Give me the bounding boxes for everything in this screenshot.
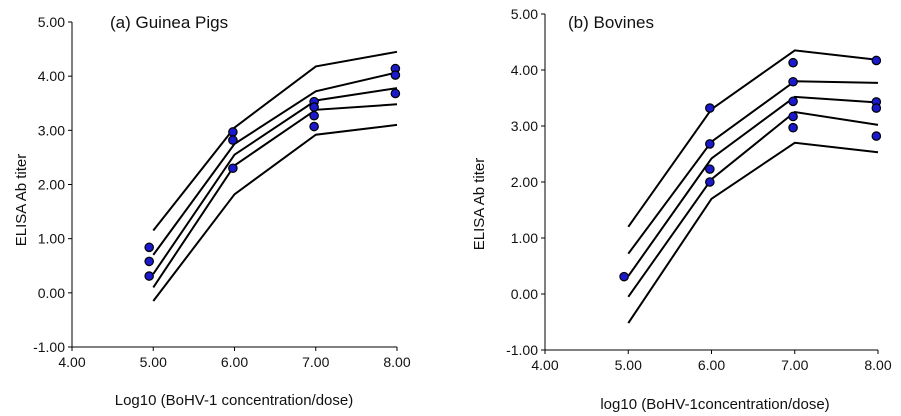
data-point	[871, 55, 882, 66]
y-axis-label: ELISA Ab titer	[13, 154, 30, 247]
x-tick-label: 4.00	[531, 357, 558, 373]
data-point	[705, 164, 715, 174]
data-point	[871, 131, 882, 141]
data-point	[788, 96, 798, 107]
x-tick-label: 4.00	[58, 354, 85, 370]
panel-bovines: (b) Bovines log10 (BoHV-1concentration/d…	[471, 6, 892, 413]
y-tick-label: 5.00	[38, 14, 65, 30]
y-axis-label: ELISA Ab titer	[471, 158, 488, 251]
data-point	[309, 110, 319, 121]
y-tick-label: 3.00	[38, 122, 65, 138]
data-point	[228, 163, 238, 174]
y-tick-label: -1.00	[33, 339, 65, 355]
y-tick-label: 2.00	[511, 174, 538, 190]
y-tick-label: -1.00	[506, 342, 538, 358]
series-line-2	[627, 80, 879, 255]
series-line-1	[627, 49, 879, 228]
panel-guinea-pigs: (a) Guinea Pigs Log10 (BoHV-1 concentrat…	[13, 13, 411, 409]
x-tick-label: 7.00	[781, 357, 808, 373]
x-axis-label: Log10 (BoHV-1 concentration/dose)	[115, 392, 353, 409]
data-point	[228, 127, 238, 137]
y-tick-label: 4.00	[38, 68, 65, 84]
data-point	[309, 102, 319, 112]
y-tick-label: 0.00	[511, 286, 538, 302]
series-line-5	[152, 123, 398, 302]
data-point	[871, 103, 882, 113]
x-axis-label: log10 (BoHV-1concentration/dose)	[600, 396, 829, 413]
x-tick-label: 6.00	[698, 357, 725, 373]
y-tick-label: 4.00	[511, 62, 538, 78]
data-point	[788, 122, 798, 133]
data-point	[144, 271, 154, 281]
data-point	[144, 256, 154, 267]
data-point	[788, 76, 798, 87]
x-tick-label: 7.00	[302, 354, 329, 370]
data-point	[705, 139, 715, 149]
y-tick-label: 5.00	[511, 6, 538, 22]
y-tick-label: 0.00	[38, 285, 65, 301]
series-line-3	[152, 87, 398, 275]
x-tick-label: 5.00	[615, 357, 642, 373]
x-tick-label: 8.00	[383, 354, 410, 370]
series-line-3	[627, 95, 879, 277]
data-point	[705, 103, 715, 113]
data-point	[788, 57, 798, 68]
y-tick-label: 1.00	[38, 231, 65, 247]
series-line-1	[152, 50, 398, 232]
series-line-4	[627, 110, 879, 298]
data-point	[788, 111, 798, 122]
series-line-2	[152, 71, 398, 256]
data-point	[390, 70, 401, 80]
y-tick-label: 2.00	[38, 177, 65, 193]
data-point	[144, 242, 154, 253]
data-point	[390, 88, 401, 99]
series-line-4	[152, 103, 398, 288]
x-tick-label: 6.00	[221, 354, 248, 370]
y-tick-label: 1.00	[511, 230, 538, 246]
series-line-5	[627, 141, 879, 324]
panel-title: (b) Bovines	[568, 13, 654, 32]
y-tick-label: 3.00	[511, 118, 538, 134]
data-point	[228, 135, 238, 145]
data-point	[705, 177, 715, 187]
data-point	[619, 271, 629, 282]
data-point	[309, 121, 319, 132]
x-tick-label: 5.00	[140, 354, 167, 370]
x-tick-label: 8.00	[864, 357, 891, 373]
panel-title: (a) Guinea Pigs	[110, 13, 228, 32]
